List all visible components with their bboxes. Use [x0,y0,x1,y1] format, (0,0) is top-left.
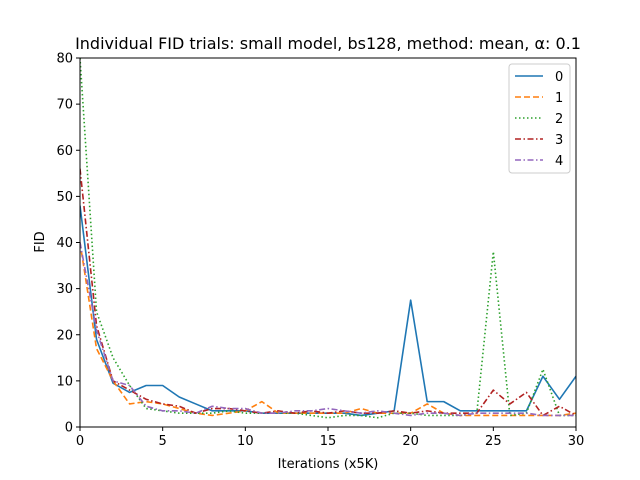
x-axis-ticks: 0 5 10 15 20 25 30 [76,427,584,449]
series-line-4 [80,242,576,417]
x-tick-label: 30 [568,434,585,449]
x-axis-label: Iterations (x5K) [278,457,379,472]
x-tick-label: 20 [402,434,419,449]
y-tick-label: 70 [56,98,73,113]
y-tick-label: 10 [56,374,73,389]
series-line-0 [80,205,576,417]
legend-label-4: 4 [555,154,563,169]
plot-lines [80,58,576,419]
y-tick-label: 30 [56,282,73,297]
y-tick-label: 50 [56,190,73,205]
x-tick-label: 15 [320,434,337,449]
y-tick-label: 80 [56,52,73,67]
legend-label-0: 0 [555,70,563,85]
legend-label-1: 1 [555,91,563,106]
chart-title: Individual FID trials: small model, bs12… [75,34,581,53]
legend: 0 1 2 3 4 [508,63,571,174]
y-tick-label: 40 [56,236,73,251]
x-tick-label: 10 [237,434,254,449]
x-tick-label: 5 [159,434,167,449]
y-tick-label: 0 [65,421,73,436]
legend-label-3: 3 [555,133,563,148]
x-tick-label: 25 [485,434,502,449]
y-axis-ticks: 0 10 20 30 40 50 60 70 80 [56,52,80,436]
legend-label-2: 2 [555,112,563,127]
y-tick-label: 60 [56,144,73,159]
plot-frame [79,57,577,428]
x-tick-label: 0 [76,434,84,449]
series-line-2 [80,58,576,419]
y-axis-label: FID [33,231,48,252]
series-line-3 [80,168,576,417]
y-tick-label: 20 [56,328,73,343]
